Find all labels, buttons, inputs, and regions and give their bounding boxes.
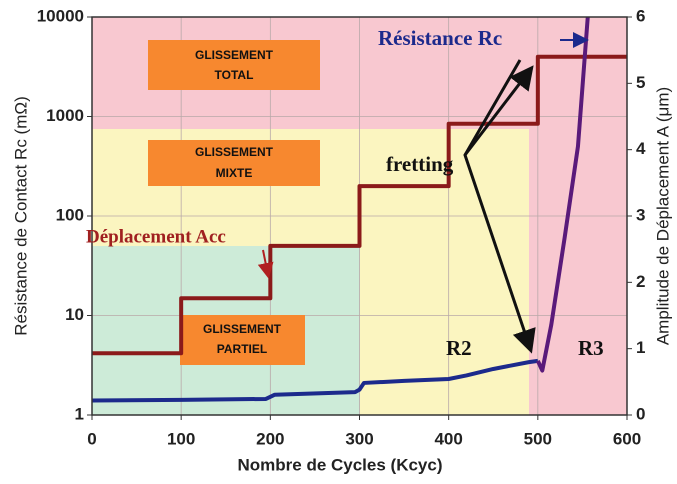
series-line <box>536 16 590 373</box>
x-tick-label: 200 <box>256 429 284 448</box>
annotation: Résistance Rc <box>378 26 502 50</box>
annotation: fretting <box>386 152 454 176</box>
region-r3 <box>529 129 627 415</box>
y-tick-label: 10 <box>65 305 84 324</box>
y2-tick-label: 0 <box>636 404 645 423</box>
x-tick-label: 0 <box>87 429 96 448</box>
annotation: R3 <box>578 336 604 360</box>
x-tick-label: 100 <box>167 429 195 448</box>
box-label: TOTAL <box>215 68 254 82</box>
box-total <box>148 40 320 90</box>
series-line <box>91 358 539 403</box>
arrow <box>463 65 534 156</box>
box-label: GLISSEMENT <box>195 145 274 159</box>
x-tick-label: 400 <box>434 429 462 448</box>
x-axis-label: Nombre de Cycles (Kcyc) <box>237 455 442 474</box>
y-axis-label: Résistance de Contact Rc (mΩ) <box>11 96 30 335</box>
y-tick-label: 1000 <box>46 106 84 125</box>
y2-tick-label: 5 <box>636 73 645 92</box>
y-tick-label: 100 <box>56 205 84 224</box>
y2-tick-label: 2 <box>636 272 645 291</box>
series-line <box>92 54 627 356</box>
box-label: MIXTE <box>216 166 253 180</box>
plot <box>91 16 627 403</box>
x-tick-label: 600 <box>613 429 641 448</box>
y2-axis-label: Amplitude de Déplacement A (μm) <box>653 87 672 345</box>
box-label: GLISSEMENT <box>203 322 282 336</box>
y-tick-label: 10000 <box>37 6 84 25</box>
x-tick-label: 500 <box>524 429 552 448</box>
box-mixte <box>148 140 320 186</box>
y-tick-label: 1 <box>75 404 84 423</box>
box-label: GLISSEMENT <box>195 48 274 62</box>
y2-tick-label: 6 <box>636 6 645 25</box>
arrow <box>257 249 274 279</box>
x-tick-label: 300 <box>345 429 373 448</box>
region-mixte-low <box>360 246 529 415</box>
y2-tick-label: 1 <box>636 338 645 357</box>
box-label: PARTIEL <box>217 342 267 356</box>
y2-tick-label: 4 <box>636 139 646 158</box>
annotation: R2 <box>446 336 472 360</box>
y2-tick-label: 3 <box>636 205 645 224</box>
box-partiel <box>180 315 305 365</box>
annotation: Déplacement Acc <box>86 226 226 247</box>
